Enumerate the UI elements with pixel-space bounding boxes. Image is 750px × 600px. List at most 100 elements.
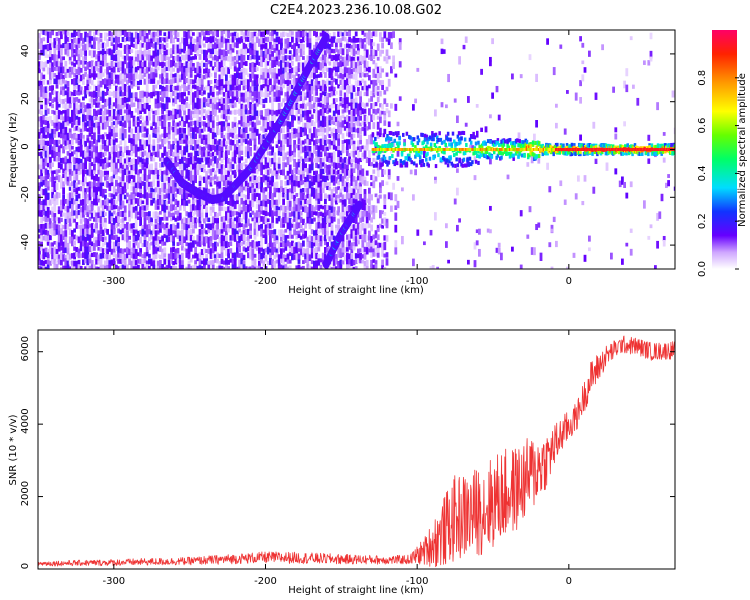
heatmap-cell [110, 158, 114, 166]
heatmap-cell [75, 102, 79, 111]
heatmap-cell [238, 235, 241, 245]
heatmap-cell [141, 126, 145, 133]
heatmap-cell [108, 234, 112, 243]
heatmap-cell [110, 116, 114, 122]
heatmap-cell [93, 210, 96, 219]
heatmap-cell [159, 224, 162, 229]
heatmap-cell [299, 224, 303, 229]
heatmap-cell [115, 264, 118, 269]
heatmap-cell [306, 168, 310, 177]
heatmap-cell [46, 38, 50, 43]
heatmap-cell [40, 181, 43, 187]
heatmap-cell [260, 247, 263, 252]
heatmap-cell [291, 109, 294, 117]
heatmap-cell [260, 266, 263, 269]
heatmap-cell [220, 140, 224, 149]
heatmap-cell [128, 44, 131, 53]
heatmap-cell [253, 127, 257, 135]
heatmap-cell [170, 79, 173, 86]
heatmap-cell [132, 229, 136, 238]
heatmap-cell [174, 210, 178, 215]
heatmap-cell [176, 114, 180, 119]
heatmap-cell [159, 259, 162, 267]
heatmap-cell [194, 139, 197, 148]
heatmap-cell [229, 168, 233, 172]
heatmap-cell [264, 210, 268, 217]
heatmap-cell [187, 48, 191, 55]
heatmap-cell [227, 104, 230, 113]
heatmap-cell [38, 121, 41, 128]
heatmap-cell [90, 151, 94, 159]
heatmap-cell [310, 205, 314, 213]
heatmap-cell [240, 60, 244, 69]
heatmap-cell [262, 252, 266, 259]
heatmap-cell [90, 121, 94, 127]
heatmap-cell [57, 246, 61, 252]
heatmap-cell [88, 228, 92, 235]
heatmap-cell [183, 139, 186, 144]
heatmap-cell [203, 31, 206, 38]
heatmap-cell [225, 258, 228, 266]
heatmap-cell [271, 120, 274, 128]
heatmap-cell [262, 38, 266, 44]
heatmap-cell [192, 216, 195, 225]
heatmap-cell [319, 120, 323, 129]
heatmap-cell [90, 188, 94, 196]
heatmap-cell [203, 176, 206, 183]
heatmap-cell [335, 121, 338, 127]
heatmap-cell [275, 85, 279, 91]
heatmap-cell [269, 162, 272, 168]
heatmap-cell [220, 110, 224, 118]
heatmap-cell [97, 266, 101, 269]
heatmap-cell [214, 241, 217, 249]
heatmap-cell [77, 104, 81, 113]
heatmap-cell [79, 74, 83, 82]
heatmap-cell [95, 152, 98, 159]
heatmap-cell [115, 212, 118, 218]
heatmap-cell [284, 254, 288, 259]
heatmap-cell [42, 188, 46, 196]
heatmap-cell [319, 174, 323, 180]
heatmap-cell [249, 181, 252, 188]
heatmap-cell [253, 49, 257, 55]
heatmap-cell [214, 234, 217, 241]
heatmap-cell [79, 230, 83, 238]
heatmap-cell [284, 55, 288, 61]
heatmap-cell [203, 265, 206, 269]
heatmap-cell [86, 128, 90, 132]
heatmap-cell [299, 266, 303, 269]
heatmap-cell [227, 170, 230, 178]
heatmap-cell [134, 210, 138, 219]
heatmap-cell [123, 37, 127, 43]
heatmap-cell [73, 126, 76, 132]
heatmap-cell [112, 162, 116, 171]
heatmap-cell [216, 259, 219, 264]
heatmap-cell [350, 133, 354, 142]
heatmap-cell [352, 144, 356, 151]
heatmap-cell [269, 229, 272, 238]
heatmap-cell [165, 91, 169, 99]
heatmap-cell [115, 110, 118, 118]
heatmap-cell [216, 66, 219, 72]
heatmap-cell [357, 43, 360, 52]
heatmap-cell [216, 102, 219, 110]
heatmap-cell [299, 235, 303, 240]
heatmap-cell [79, 32, 83, 41]
heatmap-cell [348, 67, 351, 76]
heatmap-cell [352, 108, 356, 117]
heatmap-cell [128, 248, 131, 257]
heatmap-cell [44, 30, 48, 36]
heatmap-cell [161, 192, 164, 200]
heatmap-cell [123, 194, 127, 200]
heatmap-cell [308, 254, 312, 262]
heatmap-cell [247, 218, 250, 227]
heatmap-cell [123, 217, 127, 221]
heatmap-cell [255, 176, 259, 183]
heatmap-cell [57, 230, 61, 236]
heatmap-cell [359, 72, 362, 78]
heatmap-cell [119, 210, 123, 217]
heatmap-cell [313, 248, 316, 254]
heatmap-cell [84, 55, 87, 61]
heatmap-cell [137, 264, 140, 269]
